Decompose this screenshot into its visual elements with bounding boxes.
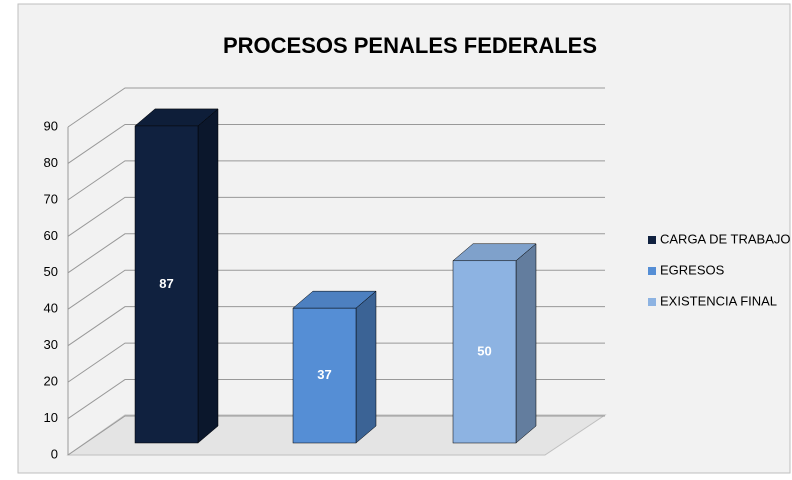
y-tick-label: 70	[44, 191, 58, 206]
bar-side	[355, 290, 377, 444]
legend-marker	[648, 267, 656, 275]
grid-line	[67, 87, 605, 128]
value-label: 50	[477, 343, 491, 358]
bar	[452, 260, 517, 444]
y-tick-label: 0	[51, 446, 58, 461]
legend-marker	[648, 298, 656, 306]
grid-line	[67, 269, 605, 310]
y-tick-label: 10	[44, 410, 58, 425]
grid-line	[67, 160, 605, 201]
y-tick-label: 80	[44, 155, 58, 170]
y-tick-label: 20	[44, 374, 58, 389]
value-label: 37	[317, 367, 331, 382]
grid-line	[67, 342, 605, 383]
y-tick-label: 50	[44, 264, 58, 279]
grid-line	[67, 123, 605, 164]
y-tick-label: 60	[44, 228, 58, 243]
bar	[292, 307, 357, 444]
value-label: 87	[159, 276, 173, 291]
legend-label: CARGA DE TRABAJO	[660, 231, 791, 246]
y-tick-label: 30	[44, 337, 58, 352]
y-tick-label: 90	[44, 118, 58, 133]
bar-side	[515, 243, 537, 444]
bar	[134, 125, 199, 444]
grid-line	[67, 306, 605, 347]
grid-line	[67, 196, 605, 237]
grid-line	[67, 233, 605, 274]
legend-label: EXISTENCIA FINAL	[660, 293, 777, 308]
legend-marker	[648, 236, 656, 244]
legend-label: EGRESOS	[660, 262, 725, 277]
grid-line	[67, 415, 605, 456]
grid-line	[67, 379, 605, 419]
chart-title: PROCESOS PENALES FEDERALES	[223, 33, 597, 58]
y-tick-label: 40	[44, 301, 58, 316]
bar-side	[197, 108, 219, 444]
